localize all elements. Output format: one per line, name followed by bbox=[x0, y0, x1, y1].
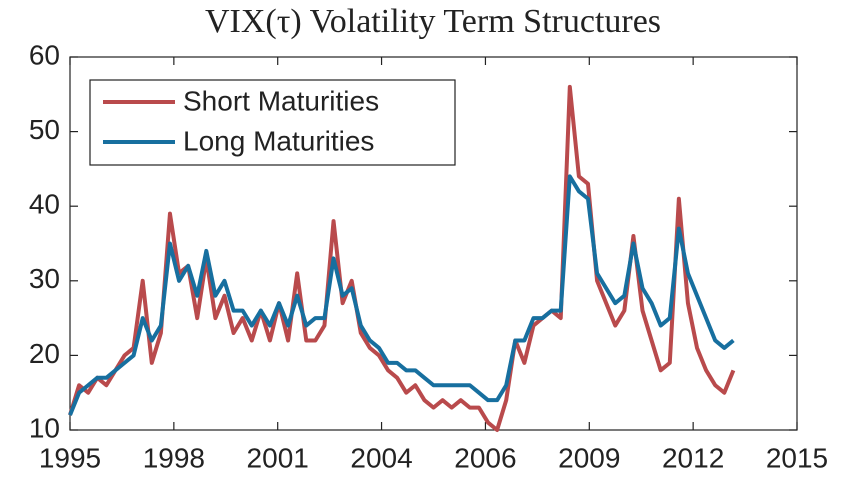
x-tick-label: 1995 bbox=[39, 442, 101, 473]
x-tick-label: 2001 bbox=[247, 442, 309, 473]
x-tick-label: 2012 bbox=[662, 442, 724, 473]
y-tick-label: 20 bbox=[29, 338, 60, 369]
legend-box bbox=[89, 79, 456, 166]
legend-label: Short Maturities bbox=[183, 85, 379, 116]
x-tick-label: 2009 bbox=[558, 442, 620, 473]
y-tick-label: 30 bbox=[29, 263, 60, 294]
series-line bbox=[68, 174, 735, 416]
y-tick-label: 40 bbox=[29, 189, 60, 220]
series-line bbox=[68, 84, 736, 432]
x-tick-label: 1998 bbox=[143, 442, 205, 473]
x-tick-label: 2004 bbox=[350, 442, 412, 473]
legend-label: Long Maturities bbox=[183, 125, 374, 156]
x-tick-label: 2015 bbox=[766, 442, 828, 473]
x-tick-label: 2006 bbox=[454, 442, 516, 473]
y-tick-label: 10 bbox=[29, 412, 60, 443]
chart-title: VIX(τ) Volatility Term Structures bbox=[205, 3, 661, 40]
y-tick-label: 60 bbox=[29, 39, 60, 70]
y-tick-label: 50 bbox=[29, 114, 60, 145]
